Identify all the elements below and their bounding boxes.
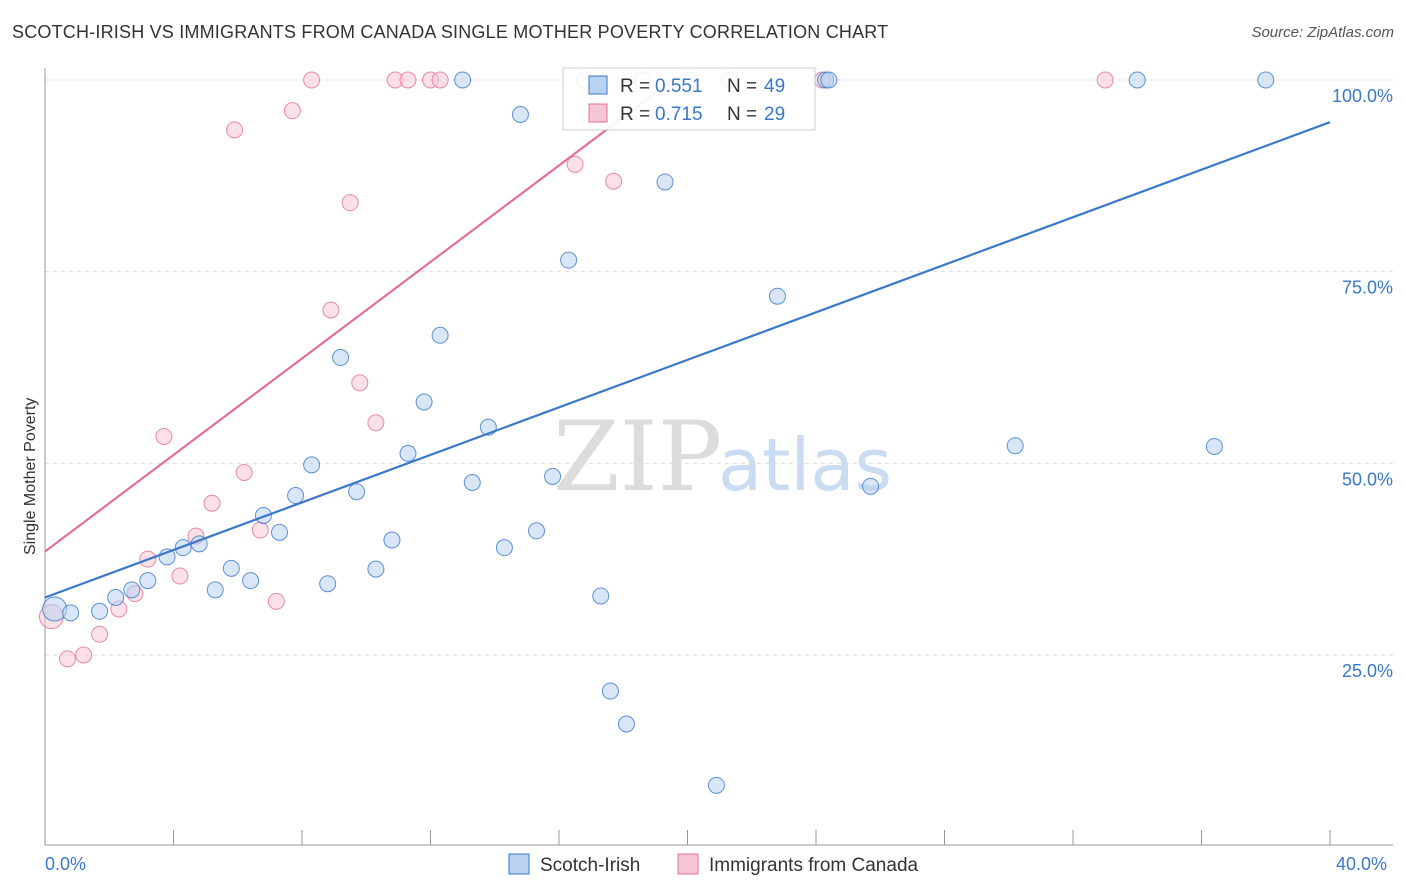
x-tick-label-max: 40.0% [1336, 854, 1387, 874]
scotch-irish-point [254, 506, 272, 524]
immigrants-from-canada-point [283, 102, 301, 120]
legend-n-label-2: N = [727, 104, 757, 125]
immigrants-from-canada-point [431, 71, 449, 89]
scotch-irish-point [560, 251, 578, 269]
legend-r-label-1: R = [620, 76, 650, 97]
immigrants-from-canada-point [203, 494, 221, 512]
source-label: Source: ZipAtlas.com [1251, 24, 1394, 41]
scotch-irish-point [454, 71, 472, 89]
scotch-irish-point [820, 71, 838, 89]
scotch-irish-point [287, 487, 305, 505]
immigrants-from-canada-point [91, 625, 109, 643]
series-legend: Scotch-Irish Immigrants from Canada [508, 853, 919, 876]
scotch-irish-point [463, 474, 481, 491]
watermark-atlas: atlas [718, 423, 892, 507]
scotch-irish-point [62, 604, 80, 622]
immigrants-from-canada-point [322, 301, 340, 319]
scotch-irish-point [174, 539, 192, 557]
immigrants-from-canada-point [155, 428, 173, 445]
scotch-irish-point [1205, 437, 1223, 455]
scotch-irish-point [431, 326, 449, 344]
scotch-irish-point [592, 587, 610, 605]
immigrants-from-canada-trend-line [44, 75, 679, 553]
y-tick-label-100: 100.0% [1332, 86, 1393, 106]
immigrants-from-canada-point [58, 650, 76, 668]
scotch-irish-point [656, 173, 674, 191]
stats-legend: R = 0.551 N = 49 R = 0.715 N = 29 [562, 67, 816, 131]
chart-title: SCOTCH-IRISH VS IMMIGRANTS FROM CANADA S… [12, 22, 889, 42]
legend-swatch-immigrants-from-canada [588, 103, 608, 123]
gridlines [45, 79, 1393, 656]
legend-n-value-1: 49 [764, 76, 785, 97]
scotch-irish-point [91, 602, 109, 620]
scotch-irish-point [303, 456, 321, 474]
immigrants-from-canada-point [226, 121, 244, 139]
legend-r-value-1: 0.551 [655, 76, 703, 97]
immigrants-from-canada-point [267, 592, 285, 610]
immigrants-from-canada-point [605, 172, 623, 190]
y-tick-labels: 25.0% 50.0% 75.0% 100.0% [1332, 86, 1393, 681]
immigrants-from-canada-point [171, 567, 189, 585]
scotch-irish-point [367, 560, 385, 578]
y-tick-label-25: 25.0% [1342, 661, 1393, 681]
scotch-irish-point [707, 776, 725, 794]
scotch-irish-point [399, 444, 417, 462]
scotch-irish-point [511, 106, 529, 123]
immigrants-from-canada-point [399, 71, 417, 89]
x-tick-label-min: 0.0% [45, 854, 86, 874]
scotch-irish-trend-line [44, 121, 1331, 599]
scotch-irish-point [271, 523, 289, 541]
scotch-irish-point [319, 575, 337, 593]
scotch-irish-point [107, 589, 125, 606]
immigrants-from-canada-point [235, 464, 253, 482]
immigrants-from-canada-point [251, 521, 269, 539]
scotch-irish-point [1257, 71, 1275, 89]
series-immigrants-from-canada-points [38, 71, 1114, 668]
scotch-irish-point [544, 467, 562, 485]
scotch-irish-point [348, 483, 366, 501]
scotch-irish-point [768, 287, 786, 305]
scotch-irish-point [139, 572, 157, 590]
scotch-irish-point [495, 539, 513, 557]
immigrants-from-canada-point [367, 414, 385, 432]
x-ticks [44, 830, 1331, 845]
scotch-irish-point [242, 572, 260, 590]
scotch-irish-point [332, 349, 350, 367]
watermark-zip: ZIP [553, 401, 722, 513]
legend-r-value-2: 0.715 [655, 104, 703, 125]
y-tick-label-50: 50.0% [1342, 469, 1393, 489]
legend-r-label-2: R = [620, 104, 650, 125]
y-tick-label-75: 75.0% [1342, 278, 1393, 298]
scotch-irish-point [123, 581, 141, 599]
immigrants-from-canada-point [341, 194, 359, 212]
legend-n-value-2: 29 [764, 104, 785, 125]
immigrants-from-canada-point [351, 374, 369, 392]
scotch-irish-point [42, 596, 68, 622]
bottom-legend-swatch-scotch-irish [508, 853, 530, 875]
scotch-irish-point [1006, 437, 1024, 455]
y-axis-label: Single Mother Poverty [22, 398, 39, 555]
bottom-legend-label-scotch-irish: Scotch-Irish [540, 855, 640, 876]
scotch-irish-point [617, 715, 635, 733]
immigrants-from-canada-point [75, 646, 93, 664]
immigrants-from-canada-point [1096, 71, 1114, 89]
legend-n-label-1: N = [727, 76, 757, 97]
scotch-irish-point [415, 393, 433, 411]
legend-swatch-scotch-irish [588, 75, 608, 95]
scotch-irish-point [383, 531, 401, 549]
bottom-legend-swatch-immigrants-from-canada [677, 853, 699, 875]
scotch-irish-point [862, 477, 880, 495]
bottom-legend-label-immigrants-from-canada: Immigrants from Canada [709, 855, 919, 876]
scotch-irish-point [206, 581, 224, 599]
scotch-irish-point [528, 522, 546, 540]
scotch-irish-point [1128, 71, 1146, 89]
immigrants-from-canada-point [303, 71, 321, 89]
scotch-irish-point [601, 682, 619, 700]
immigrants-from-canada-point [566, 155, 584, 173]
scotch-irish-point [222, 559, 240, 577]
